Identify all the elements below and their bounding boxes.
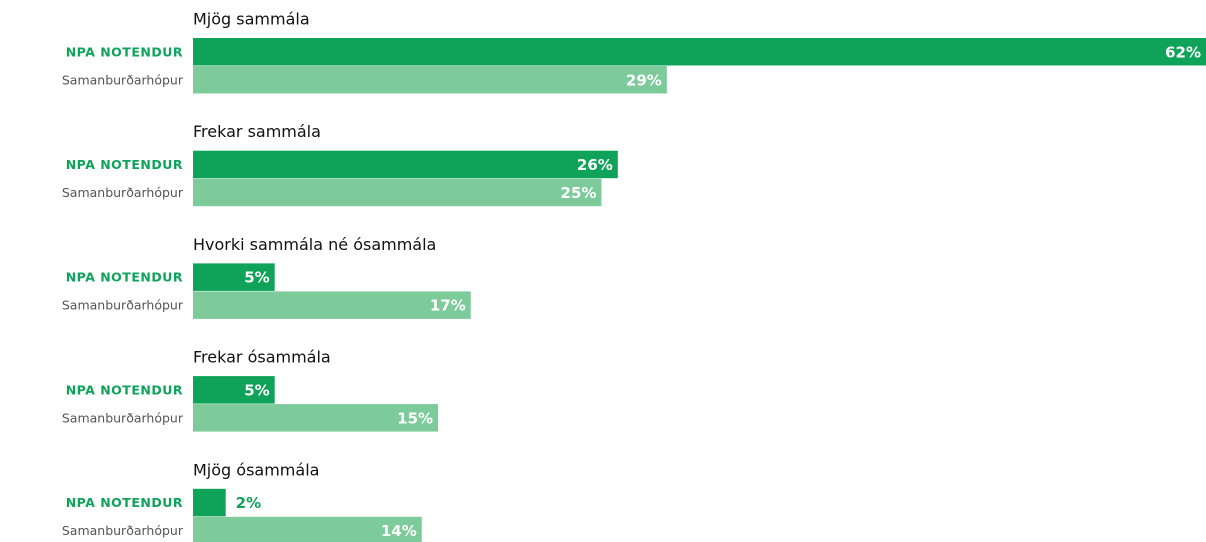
- value-label: 2%: [236, 494, 261, 512]
- value-label: 17%: [430, 297, 466, 315]
- category-title: Hvorki sammála né ósammála: [193, 235, 436, 254]
- value-label: 5%: [244, 381, 269, 399]
- category-title: Frekar sammála: [193, 122, 321, 141]
- bar: [193, 291, 471, 319]
- series-label: NPA NOTENDUR: [66, 157, 183, 172]
- value-label: 14%: [381, 522, 417, 540]
- value-label: 29%: [626, 71, 662, 89]
- series-label: Samanburðarhópur: [62, 298, 184, 313]
- value-label: 26%: [577, 156, 613, 174]
- series-label: NPA NOTENDUR: [66, 495, 183, 510]
- value-label: 62%: [1165, 43, 1201, 61]
- value-label: 5%: [244, 269, 269, 287]
- series-label: Samanburðarhópur: [62, 523, 184, 538]
- series-label: Samanburðarhópur: [62, 410, 184, 425]
- bar: [193, 38, 1206, 66]
- bar: [193, 488, 226, 517]
- value-label: 25%: [561, 184, 597, 202]
- category-title: Frekar ósammála: [193, 348, 331, 367]
- value-label: 15%: [397, 409, 433, 427]
- series-label: Samanburðarhópur: [62, 185, 184, 200]
- bar: [193, 376, 275, 404]
- bar: [193, 404, 439, 432]
- series-label: Samanburðarhópur: [62, 72, 184, 87]
- bar: [193, 263, 275, 291]
- bar: [193, 178, 602, 207]
- bar: [193, 150, 618, 179]
- series-label: NPA NOTENDUR: [66, 270, 183, 285]
- category-title: Mjög sammála: [193, 10, 310, 29]
- series-label: NPA NOTENDUR: [66, 44, 183, 59]
- bar: [193, 66, 667, 94]
- series-label: NPA NOTENDUR: [66, 382, 183, 397]
- category-title: Mjög ósammála: [193, 460, 319, 479]
- bar: [193, 516, 422, 542]
